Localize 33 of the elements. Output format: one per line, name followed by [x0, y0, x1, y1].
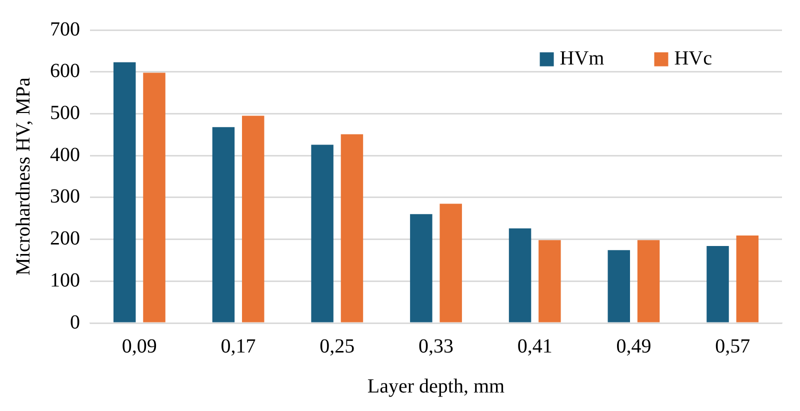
bar — [242, 116, 264, 322]
y-tick-label: 700 — [50, 18, 80, 40]
bar — [736, 236, 759, 322]
bar — [538, 240, 561, 322]
x-tick-label: 0,41 — [517, 335, 552, 358]
bar — [508, 228, 532, 322]
bar — [143, 72, 166, 322]
bar — [608, 250, 630, 322]
y-tick-label: 300 — [50, 186, 80, 208]
y-tick-label: 200 — [50, 228, 80, 250]
bar — [637, 240, 660, 322]
y-axis-title: Microhardness HV, MPa — [12, 77, 34, 276]
bar — [440, 204, 462, 322]
x-tick-label: 0,17 — [220, 335, 256, 358]
legend-label: HVc — [674, 48, 712, 70]
x-tick-label: 0,33 — [418, 335, 454, 358]
x-tick-label: 0,25 — [320, 335, 355, 358]
bar — [410, 214, 432, 322]
bar — [212, 127, 235, 322]
bar — [311, 144, 334, 322]
bar — [113, 62, 136, 322]
x-tick-label: 0,09 — [122, 335, 157, 358]
bar — [340, 134, 364, 322]
legend-label: HVm — [560, 48, 605, 70]
y-tick-label: 100 — [50, 269, 80, 292]
bar — [706, 246, 729, 322]
x-axis-title: Layer depth, mm — [367, 375, 506, 398]
y-tick-label: 400 — [50, 144, 80, 166]
y-tick-label: 0 — [70, 311, 80, 334]
y-tick-label: 600 — [50, 60, 80, 82]
x-tick-label: 0,49 — [616, 335, 652, 358]
y-tick-label: 500 — [50, 102, 80, 124]
x-tick-label: 0,57 — [715, 335, 750, 358]
